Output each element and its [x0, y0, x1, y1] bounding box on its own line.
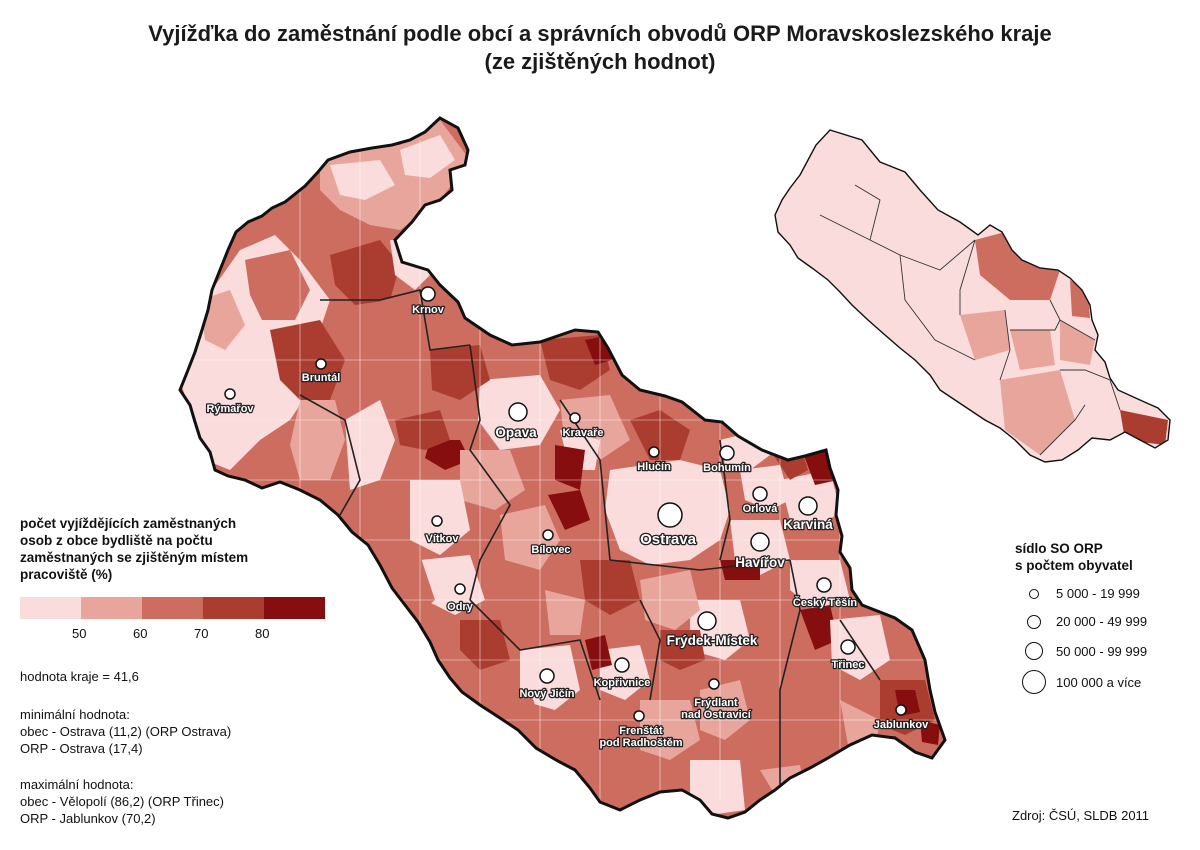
legend-swatch-2 — [81, 597, 142, 619]
city-marker — [542, 529, 554, 541]
legend-tick: 50 — [72, 626, 87, 641]
city-marker — [697, 611, 717, 631]
city-label: Vítkov — [425, 533, 459, 545]
city-marker — [454, 583, 466, 595]
city-marker — [569, 412, 581, 424]
max-value-block: maximální hodnota: obec - Vělopolí (86,2… — [20, 776, 224, 827]
city-label: Třinec — [831, 659, 864, 671]
map-title-line-2: (ze zjištěných hodnot) — [484, 49, 716, 74]
map-title: Vyjížďka do zaměstnání podle obcí a sprá… — [0, 20, 1200, 76]
size-legend-title: sídlo SO ORP s počtem obyvatel — [1015, 540, 1133, 574]
city-marker — [614, 657, 630, 673]
legend-color-scale — [20, 597, 325, 619]
city-label: Kopřivnice — [594, 677, 651, 689]
size-legend-circle — [1025, 642, 1043, 660]
orp-map-fills — [960, 232, 1168, 455]
map-title-line-1: Vyjížďka do zaměstnání podle obcí a sprá… — [148, 21, 1052, 46]
city-label: Jablunkov — [874, 719, 929, 731]
city-label: Frýdek-Místek — [667, 633, 758, 648]
legend-title: počet vyjíždějících zaměstnaných osob z … — [20, 515, 320, 583]
city-marker — [420, 286, 436, 302]
legend-ticks: 50 60 70 80 — [20, 626, 340, 644]
source-note: Zdroj: ČSÚ, SLDB 2011 — [1012, 808, 1150, 823]
legend-title-line: osob z obce bydliště na počtu — [20, 533, 213, 548]
legend-title-line: zaměstnaných se zjištěným místem — [20, 550, 249, 565]
size-legend-title-line: s počtem obyvatel — [1015, 558, 1133, 573]
legend-swatch-5 — [264, 597, 325, 619]
city-marker — [539, 668, 555, 684]
city-label: Bohumín — [703, 462, 751, 474]
legend-tick: 60 — [133, 626, 148, 641]
city-label: Bruntál — [302, 372, 341, 384]
size-legend-circle — [1027, 614, 1041, 629]
min-orp: ORP - Ostrava (17,4) — [20, 741, 143, 756]
city-marker — [315, 358, 327, 370]
size-legend-title-line: sídlo SO ORP — [1015, 541, 1103, 556]
city-label: Ostrava — [640, 531, 697, 548]
city-label: Orlová — [743, 503, 779, 515]
legend-tick: 80 — [255, 626, 270, 641]
city-markers: Krnov Bruntál Rýmařov Opava Kravaře Hlučín Boh… — [205, 286, 930, 750]
city-marker — [895, 704, 907, 716]
size-legend-circle — [1029, 588, 1039, 599]
legend-title-line: počet vyjíždějících zaměstnaných — [20, 516, 237, 531]
city-label: Karviná — [783, 517, 833, 532]
city-label: Krnov — [412, 304, 445, 316]
legend-swatch-1 — [20, 597, 81, 619]
city-label: Hlučín — [637, 461, 671, 473]
city-label: Frýdlant nad Ostravicí — [681, 697, 752, 721]
size-legend-item: 20 000 - 49 999 — [1020, 614, 1147, 629]
municipality-borders — [180, 140, 940, 800]
legend-title-line: pracoviště (%) — [20, 567, 113, 582]
city-marker — [508, 402, 528, 422]
city-marker — [431, 515, 443, 527]
min-obec: obec - Ostrava (11,2) (ORP Ostrava) — [20, 724, 232, 739]
city-marker — [840, 639, 856, 655]
city-marker — [798, 496, 818, 516]
city-label: Havířov — [735, 555, 785, 570]
size-legend-item: 100 000 a více — [1020, 670, 1141, 694]
city-label: Kravaře — [563, 427, 604, 439]
orp-map-borders — [819, 184, 1121, 456]
city-marker — [750, 532, 770, 552]
city-marker — [708, 678, 720, 690]
max-orp: ORP - Jablunkov (70,2) — [20, 811, 156, 826]
min-value-block: minimální hodnota: obec - Ostrava (11,2)… — [20, 706, 231, 757]
city-marker — [633, 710, 645, 722]
min-heading: minimální hodnota: — [20, 707, 130, 722]
region-value: hodnota kraje = 41,6 — [20, 669, 139, 684]
size-legend-label: 5 000 - 19 999 — [1056, 586, 1140, 601]
city-label: Odry — [447, 601, 474, 613]
size-legend-item: 5 000 - 19 999 — [1020, 586, 1140, 601]
max-heading: maximální hodnota: — [20, 777, 134, 792]
city-label: Rýmařov — [206, 403, 254, 415]
city-marker — [719, 445, 735, 461]
city-label: Český Těšín — [793, 596, 857, 609]
legend-swatch-3 — [142, 597, 203, 619]
size-legend-label: 100 000 a více — [1056, 674, 1142, 690]
city-label: Bílovec — [531, 544, 570, 556]
city-marker — [816, 577, 832, 593]
size-legend-label: 20 000 - 49 999 — [1056, 614, 1148, 629]
legend-tick: 70 — [194, 626, 209, 641]
size-legend-item: 50 000 - 99 999 — [1020, 642, 1147, 660]
city-marker — [752, 486, 768, 502]
city-marker — [648, 446, 660, 458]
legend-swatch-4 — [203, 597, 264, 619]
city-label: Nový Jičín — [519, 688, 574, 700]
size-legend-circle — [1022, 670, 1046, 694]
orp-borders — [299, 289, 881, 790]
city-marker — [657, 502, 683, 528]
city-label: Opava — [495, 425, 537, 440]
city-marker — [224, 388, 236, 400]
size-legend-label: 50 000 - 99 999 — [1056, 643, 1148, 659]
city-label: Frenštát pod Radhoštěm — [599, 725, 682, 749]
max-obec: obec - Vělopolí (86,2) (ORP Třinec) — [20, 794, 224, 809]
